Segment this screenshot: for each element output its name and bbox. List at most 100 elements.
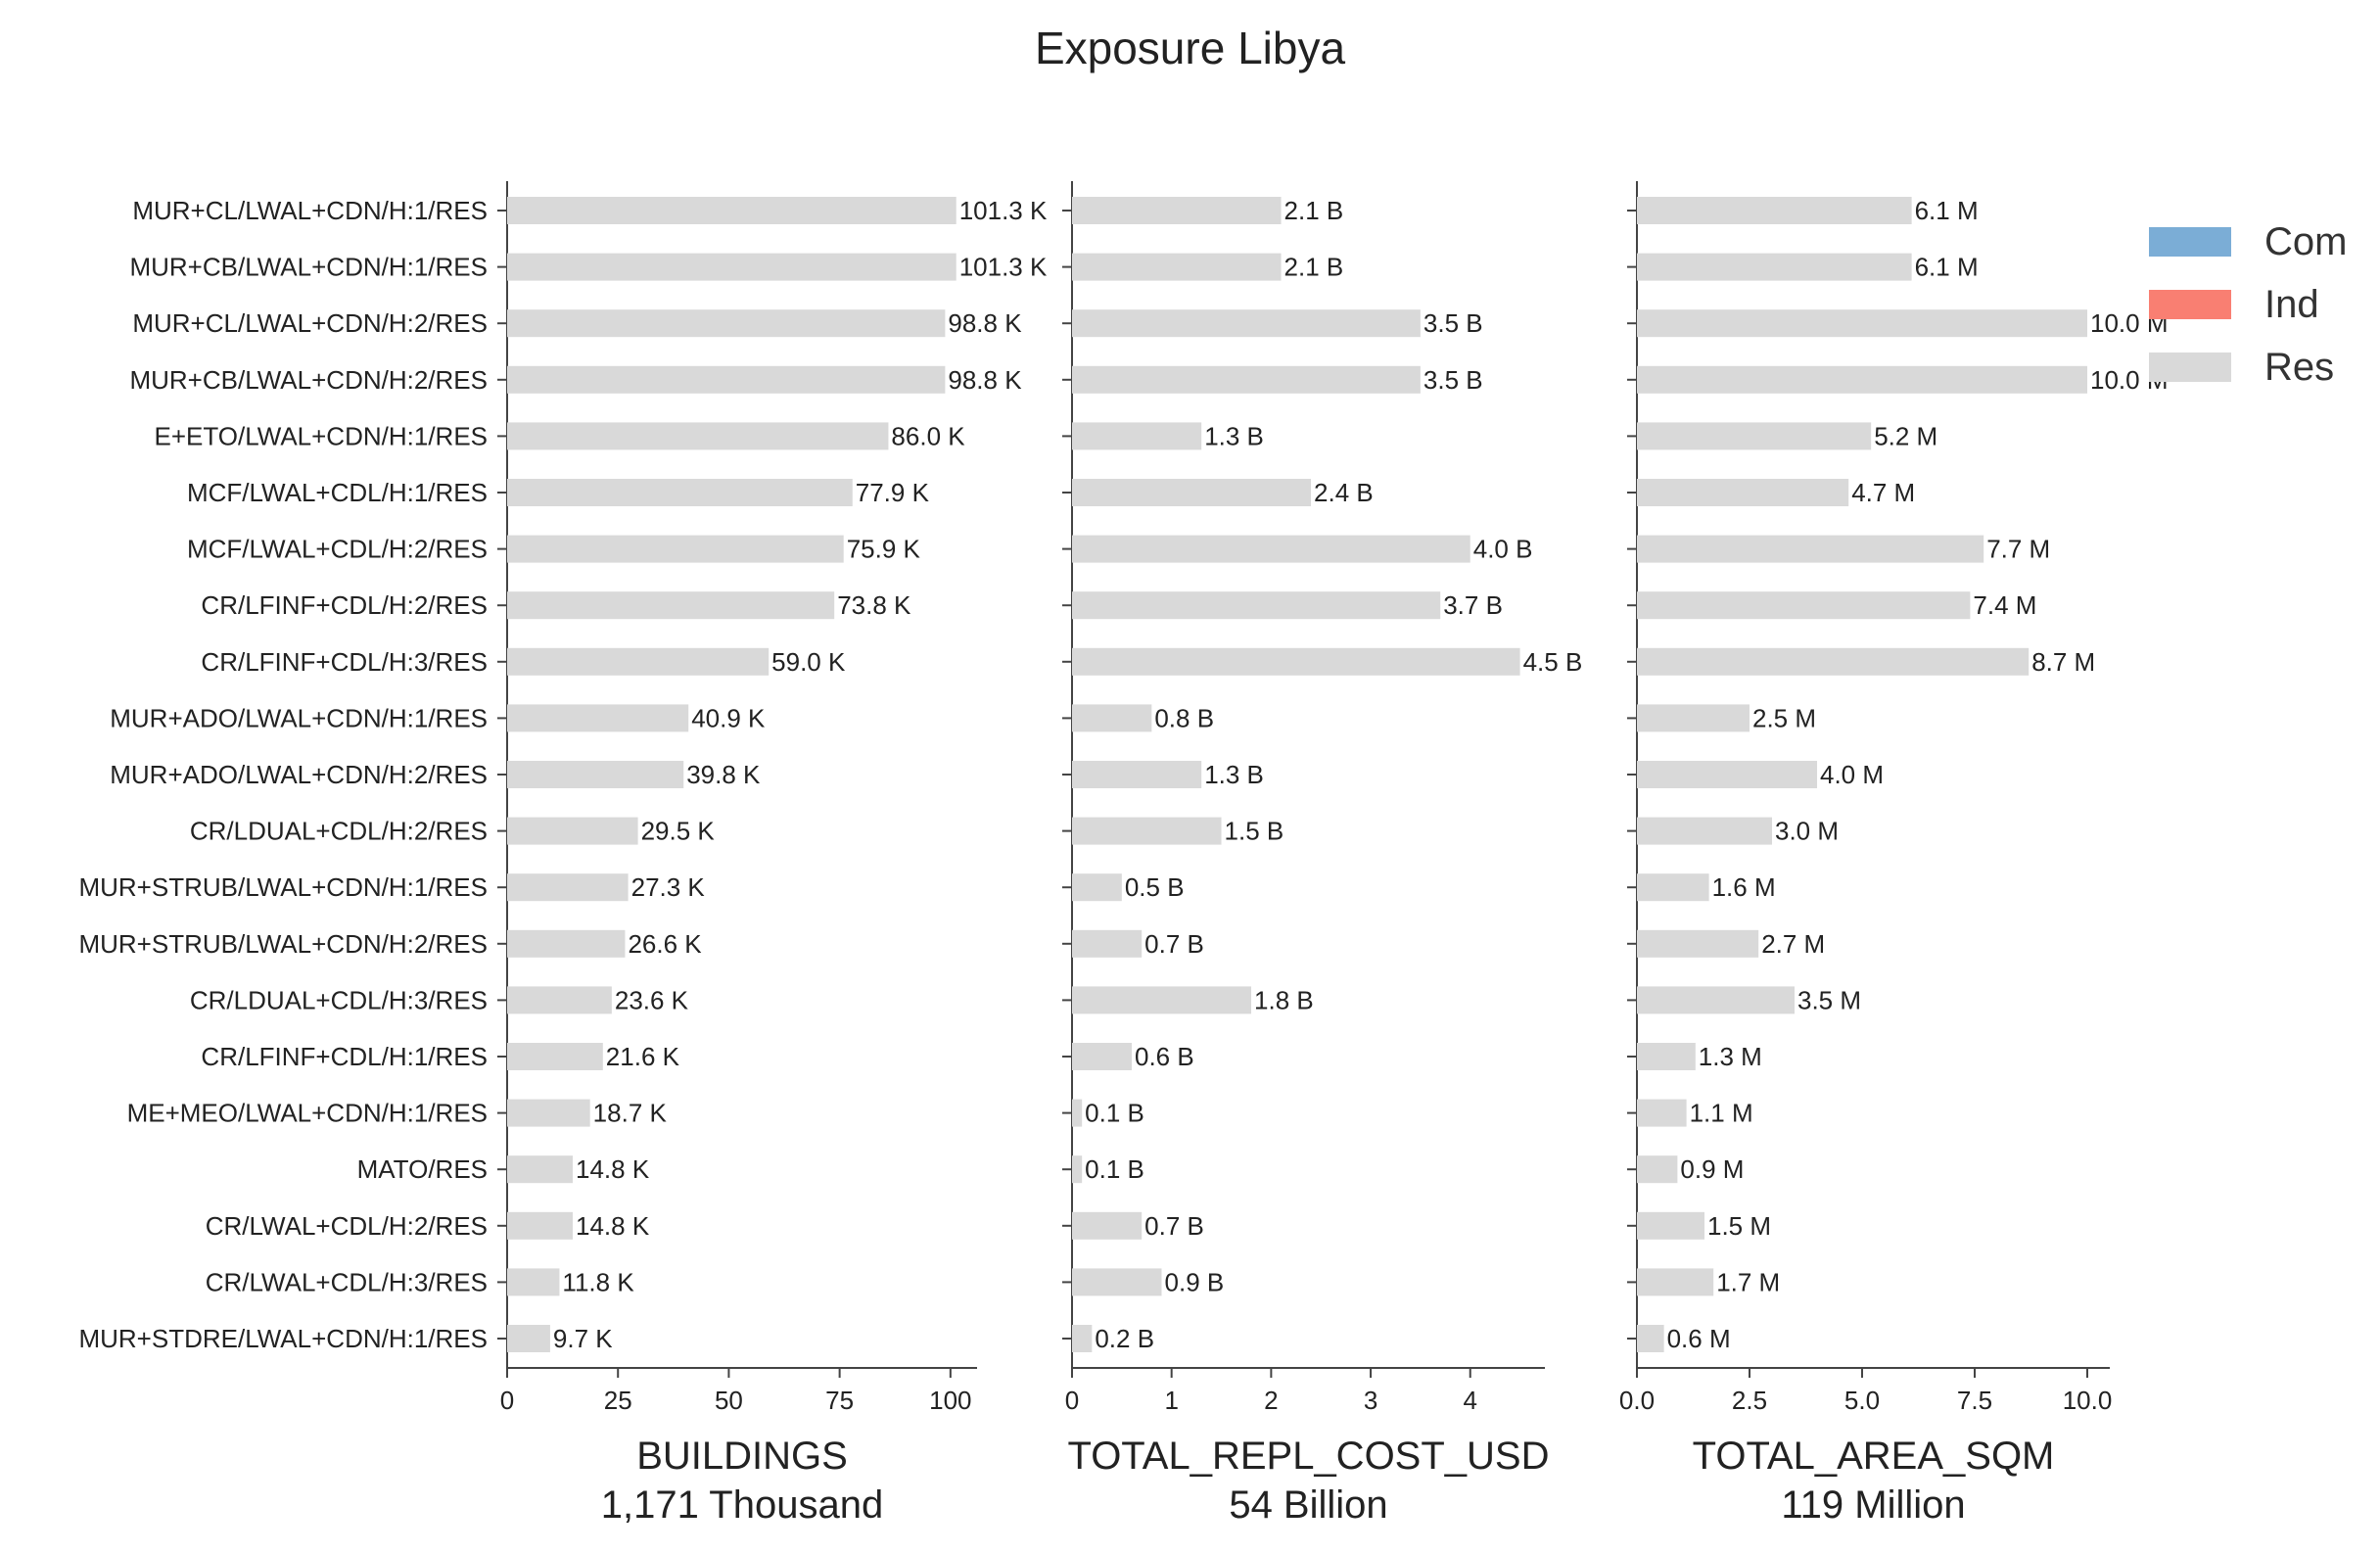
bar <box>1072 479 1312 506</box>
x-tick-label: 2 <box>1264 1386 1278 1415</box>
data-label: 1.6 M <box>1712 872 1776 902</box>
bar <box>507 986 612 1014</box>
data-label: 21.6 K <box>606 1042 680 1071</box>
bar <box>507 197 957 224</box>
data-label: 4.0 B <box>1473 535 1533 564</box>
legend-swatch-res <box>2149 353 2231 382</box>
category-label: MUR+ADO/LWAL+CDN/H:2/RES <box>110 760 488 789</box>
category-label: MUR+STRUB/LWAL+CDN/H:1/RES <box>78 872 488 902</box>
category-label: CR/LWAL+CDL/H:3/RES <box>206 1267 488 1296</box>
x-tick-label: 7.5 <box>1957 1386 1992 1415</box>
data-label: 75.9 K <box>847 535 921 564</box>
bar <box>1072 761 1202 788</box>
bar <box>507 929 626 958</box>
category-label: MUR+STDRE/LWAL+CDN/H:1/RES <box>78 1324 488 1353</box>
bar <box>1637 1043 1696 1070</box>
legend: Com Ind Res <box>2149 211 2347 399</box>
data-label: 4.7 M <box>1851 478 1915 507</box>
bar <box>507 365 946 394</box>
data-label: 39.8 K <box>686 760 761 789</box>
data-label: 0.2 B <box>1095 1324 1154 1353</box>
category-label: MCF/LWAL+CDL/H:2/RES <box>187 535 488 564</box>
data-label: 0.8 B <box>1154 703 1214 732</box>
data-label: 3.7 B <box>1443 590 1503 620</box>
data-label: 73.8 K <box>837 590 911 620</box>
bar <box>1637 1099 1687 1127</box>
bar <box>507 309 946 338</box>
data-label: 4.5 B <box>1523 647 1583 677</box>
x-tick-label: 4 <box>1464 1386 1477 1415</box>
bar <box>1072 197 1282 224</box>
x-tick-label: 2.5 <box>1732 1386 1767 1415</box>
bar <box>1072 704 1152 732</box>
x-tick-label: 1 <box>1164 1386 1178 1415</box>
data-label: 0.7 B <box>1144 1211 1204 1241</box>
legend-label-ind: Ind <box>2264 282 2319 326</box>
data-label: 40.9 K <box>691 703 766 732</box>
bar <box>1637 761 1817 788</box>
legend-swatch-ind <box>2149 290 2231 319</box>
data-label: 98.8 K <box>948 365 1022 395</box>
x-axis-subtitle: 119 Million <box>1781 1483 1965 1527</box>
data-label: 14.8 K <box>576 1211 650 1241</box>
x-tick-label: 5.0 <box>1844 1386 1880 1415</box>
bar <box>507 1155 574 1184</box>
category-label: MUR+STRUB/LWAL+CDN/H:2/RES <box>78 929 488 959</box>
x-tick-label: 0 <box>1065 1386 1079 1415</box>
data-label: 1.7 M <box>1716 1267 1780 1296</box>
bar <box>1072 986 1252 1014</box>
bar <box>1072 253 1282 281</box>
data-label: 5.2 M <box>1874 421 1937 450</box>
data-label: 2.1 B <box>1284 253 1344 282</box>
x-axis-label: TOTAL_REPL_COST_USD <box>1067 1435 1549 1478</box>
data-label: 2.1 B <box>1284 196 1344 225</box>
data-label: 0.9 M <box>1680 1154 1744 1184</box>
data-label: 23.6 K <box>615 985 689 1014</box>
x-tick-label: 75 <box>825 1386 854 1415</box>
data-label: 6.1 M <box>1915 253 1979 282</box>
bar <box>507 1099 590 1127</box>
data-label: 26.6 K <box>628 929 702 959</box>
data-label: 18.7 K <box>593 1099 668 1128</box>
bar <box>1072 1325 1093 1352</box>
bar <box>1637 479 1849 506</box>
bar <box>1637 1325 1664 1352</box>
category-label: CR/LFINF+CDL/H:3/RES <box>201 647 488 677</box>
bar <box>507 873 629 902</box>
bar <box>1072 1211 1143 1240</box>
data-label: 27.3 K <box>631 872 706 902</box>
data-label: 8.7 M <box>2031 647 2095 677</box>
bar <box>1072 365 1421 394</box>
data-label: 9.7 K <box>553 1324 613 1353</box>
data-label: 101.3 K <box>959 196 1048 225</box>
bar <box>1637 704 1750 732</box>
bar <box>507 1325 550 1352</box>
category-label: CR/LDUAL+CDL/H:2/RES <box>190 817 488 846</box>
data-label: 2.7 M <box>1761 929 1825 959</box>
bar <box>1637 309 2087 338</box>
data-label: 7.4 M <box>1973 590 2036 620</box>
data-label: 101.3 K <box>959 253 1048 282</box>
data-label: 1.5 M <box>1707 1211 1771 1241</box>
bar <box>507 479 853 506</box>
bar <box>507 535 844 563</box>
category-label: CR/LWAL+CDL/H:2/RES <box>206 1211 488 1241</box>
bar <box>1637 253 1912 281</box>
data-label: 1.3 B <box>1204 760 1264 789</box>
data-label: 1.5 B <box>1225 817 1284 846</box>
data-label: 3.5 M <box>1797 985 1861 1014</box>
x-tick-label: 100 <box>929 1386 971 1415</box>
data-label: 1.8 B <box>1254 985 1314 1014</box>
bar <box>1637 817 1772 845</box>
chart-title: Exposure Libya <box>1034 23 1346 73</box>
category-label: CR/LFINF+CDL/H:1/RES <box>201 1042 488 1071</box>
legend-label-res: Res <box>2264 345 2335 389</box>
category-label: MUR+ADO/LWAL+CDN/H:1/RES <box>110 703 488 732</box>
bar <box>1637 535 1984 563</box>
bar <box>1637 197 1912 224</box>
data-label: 2.4 B <box>1314 478 1374 507</box>
data-label: 6.1 M <box>1915 196 1979 225</box>
bar <box>1072 591 1441 620</box>
x-tick-label: 10.0 <box>2063 1386 2113 1415</box>
data-label: 1.3 M <box>1699 1042 1762 1071</box>
